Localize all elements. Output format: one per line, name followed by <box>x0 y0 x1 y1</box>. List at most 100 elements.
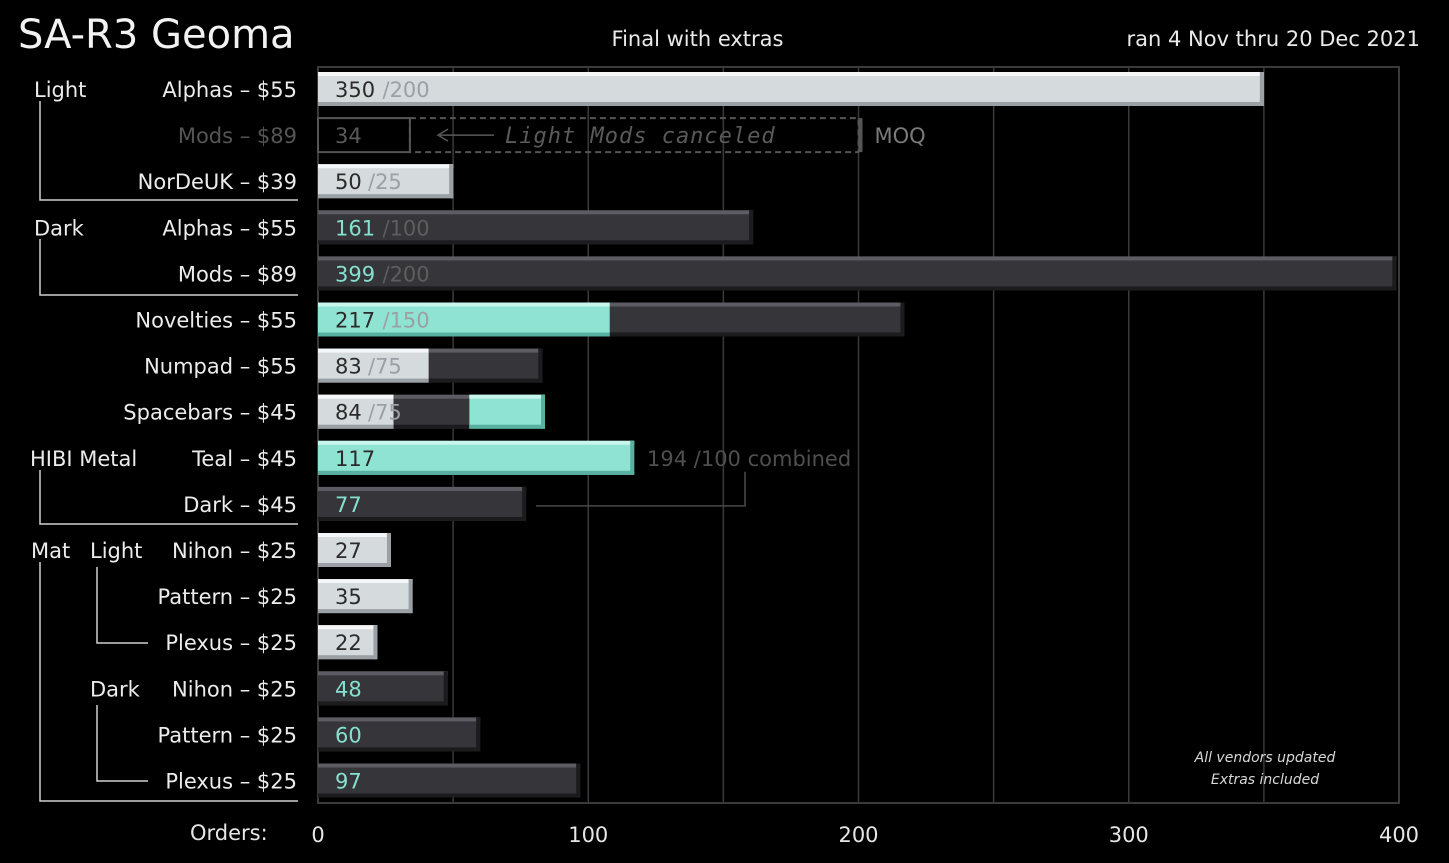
group-bracket <box>39 101 298 201</box>
bar-highlight <box>318 533 391 537</box>
bar-highlight <box>318 671 448 676</box>
bar-segment <box>318 671 448 706</box>
value-label: 83 <box>335 355 362 379</box>
x-tick-label: 200 <box>838 823 878 847</box>
bar-segment <box>393 394 470 429</box>
moq-value-label: /75 <box>368 401 402 425</box>
annotation-arrowhead <box>436 128 449 142</box>
category-label: Alphas – $55 <box>162 216 297 240</box>
value-label: 84 <box>335 401 362 425</box>
moq-label: MOQ <box>875 124 926 148</box>
group-bracket <box>96 705 148 782</box>
date-range: ran 4 Nov thru 20 Dec 2021 <box>1126 27 1421 51</box>
bar-segment <box>428 348 543 383</box>
bar-shadow <box>318 609 413 614</box>
x-axis-label: Orders: <box>190 821 268 845</box>
bar-highlight <box>318 763 581 768</box>
bar-shadow <box>609 332 905 337</box>
x-tick-label: 0 <box>311 823 324 847</box>
group-label: Dark <box>90 677 141 701</box>
bar-segment <box>318 763 581 798</box>
bar-segment <box>318 348 429 383</box>
moq-value-label: /200 <box>383 78 430 102</box>
bar-shadow <box>469 424 546 429</box>
value-label: 117 <box>335 447 375 471</box>
bar-segment <box>318 533 391 567</box>
bar-shadow <box>318 470 635 475</box>
bar-segment <box>318 486 527 521</box>
bar-edge <box>576 763 581 798</box>
bar-segment <box>318 717 481 752</box>
bar-segment <box>318 440 635 475</box>
canceled-annotation: Light Mods canceled <box>505 124 776 149</box>
bar-segment <box>469 394 546 429</box>
bar-edge <box>449 164 454 199</box>
category-label: Nihon – $25 <box>172 539 297 563</box>
bar-highlight <box>428 348 543 353</box>
bar-shadow <box>318 793 581 798</box>
value-label: 22 <box>335 631 362 655</box>
bar-shadow <box>318 516 527 521</box>
bar-shadow <box>318 655 378 660</box>
value-label: 48 <box>335 677 362 701</box>
bar-edge <box>408 579 413 614</box>
combined-label: 194 /100 combined <box>647 447 851 471</box>
group-label: Light <box>90 539 142 563</box>
note-line-1: All vendors updated <box>1194 750 1336 766</box>
category-label: Mods – $89 <box>178 262 297 286</box>
bar-edge <box>1392 256 1397 291</box>
bar-edge <box>373 625 378 660</box>
category-label: Numpad – $55 <box>144 355 297 379</box>
bar-edge <box>386 533 391 567</box>
value-label: 97 <box>335 770 362 794</box>
bar-edge <box>630 440 635 475</box>
value-label: 35 <box>335 585 362 609</box>
bar-highlight <box>318 256 1397 261</box>
bar-highlight <box>393 394 470 399</box>
bar-edge <box>538 348 543 383</box>
x-tick-label: 100 <box>568 823 608 847</box>
bar-segment <box>318 302 610 337</box>
bar-edge <box>541 394 546 429</box>
bar-shadow <box>318 701 448 706</box>
group-label: HIBI Metal <box>30 447 137 471</box>
group-bracket <box>39 562 298 802</box>
group-bracket <box>96 567 148 644</box>
value-label: 50 <box>335 170 362 194</box>
category-label: Pattern – $25 <box>158 723 297 747</box>
moq-value-label: /150 <box>383 309 430 333</box>
bar-shadow <box>318 747 481 752</box>
combined-connector <box>536 471 746 507</box>
chart-subtitle: Final with extras <box>611 27 784 51</box>
bar-segment <box>318 256 1397 291</box>
bar-segment <box>318 210 754 245</box>
category-label: Teal – $45 <box>191 447 297 471</box>
bar-edge <box>476 717 481 752</box>
bar-shadow <box>318 563 391 567</box>
bar-highlight <box>318 72 1264 76</box>
category-label: Dark – $45 <box>183 493 297 517</box>
bar-highlight <box>318 717 481 722</box>
category-label: Spacebars – $45 <box>123 401 297 425</box>
x-tick-label: 300 <box>1109 823 1149 847</box>
bar-highlight <box>469 394 546 399</box>
bar-edge <box>522 486 527 521</box>
category-label: Novelties – $55 <box>135 309 297 333</box>
group-label: Dark <box>34 216 85 240</box>
bar-edge <box>443 671 448 706</box>
bar-edge <box>1259 72 1264 106</box>
bar-highlight <box>318 302 610 307</box>
group-label: Light <box>34 78 86 102</box>
category-label: Pattern – $25 <box>158 585 297 609</box>
group-label: Mat <box>31 539 70 563</box>
chart-note: All vendors updated Extras included <box>1160 747 1370 791</box>
moq-value-label: /200 <box>383 262 430 286</box>
moq-value-label: /25 <box>368 170 402 194</box>
category-label: Plexus – $25 <box>165 770 297 794</box>
bar-highlight <box>318 579 413 584</box>
bar-shadow <box>318 240 754 245</box>
value-label: 27 <box>335 539 362 563</box>
value-label: 161 <box>335 216 375 240</box>
category-label: NorDeUK – $39 <box>138 170 297 194</box>
bar-segment <box>609 302 905 337</box>
